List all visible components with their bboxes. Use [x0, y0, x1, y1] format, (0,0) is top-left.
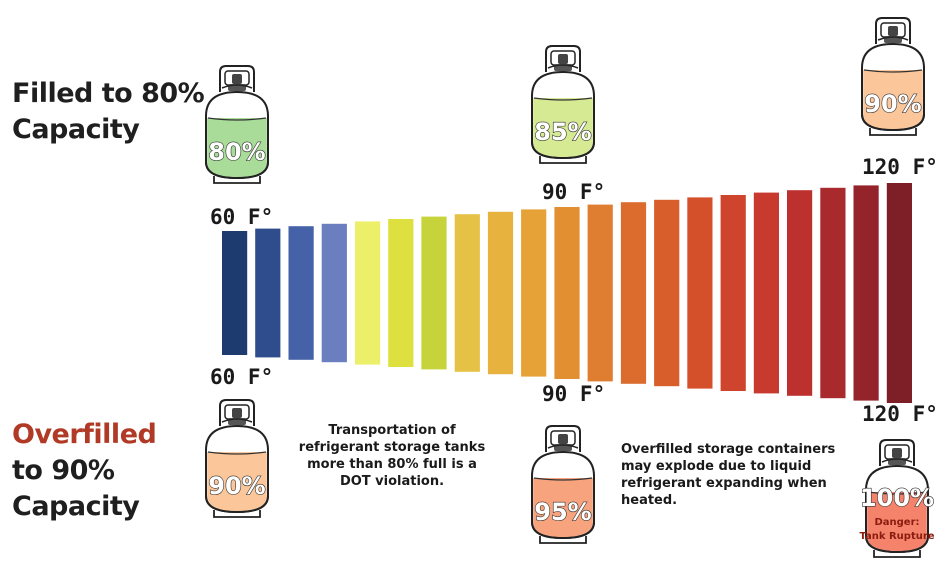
tank-95-label: 95%	[518, 498, 608, 526]
tank-95: 95%	[518, 418, 608, 546]
propane-tank-icon	[518, 38, 608, 166]
propane-tank-icon	[518, 418, 608, 546]
propane-tank-icon	[848, 10, 938, 138]
gradient-bar	[488, 212, 513, 374]
gradient-bar	[820, 188, 845, 398]
temp-label-60-bottom: 60 F°	[210, 365, 273, 389]
tank-90-top-label: 90%	[848, 90, 938, 118]
temp-label-90-bottom: 90 F°	[542, 382, 605, 406]
propane-tank-icon	[192, 58, 282, 186]
gradient-bar	[289, 226, 314, 360]
tank-90-bottom-label: 90%	[192, 472, 282, 500]
gradient-bar	[322, 224, 347, 362]
gradient-bar	[388, 219, 413, 367]
gradient-bar	[887, 183, 912, 403]
tank-100: 100% Danger: Tank Rupture	[852, 432, 942, 560]
tank-85: 85%	[518, 38, 608, 166]
temp-label-120-bottom: 120 F°	[862, 402, 938, 426]
note-dot-violation: Transportation of refrigerant storage ta…	[298, 422, 486, 490]
gradient-bar	[554, 207, 579, 379]
gradient-bar	[687, 197, 712, 388]
gradient-bar	[255, 229, 280, 358]
propane-tank-icon	[192, 392, 282, 520]
gradient-bar	[588, 205, 613, 382]
gradient-bar	[455, 214, 480, 372]
gradient-bar	[621, 202, 646, 384]
gradient-bar	[754, 193, 779, 394]
tank-90-bottom: 90%	[192, 392, 282, 520]
note-explode-warning: Overfilled storage containers may explod…	[621, 441, 836, 509]
temp-label-90-top: 90 F°	[542, 180, 605, 204]
gradient-bar	[654, 200, 679, 386]
danger-label: Danger:	[852, 516, 942, 529]
gradient-bar	[222, 231, 247, 355]
gradient-bar	[721, 195, 746, 391]
temp-label-120-top: 120 F°	[862, 155, 938, 179]
tank-90-top: 90%	[848, 10, 938, 138]
tank-rupture-label: Tank Rupture	[852, 530, 942, 543]
gradient-bar	[355, 221, 380, 364]
tank-80: 80%	[192, 58, 282, 186]
gradient-bar	[787, 190, 812, 396]
tank-100-label: 100%	[852, 484, 942, 512]
tank-85-label: 85%	[518, 118, 608, 146]
gradient-bar	[854, 185, 879, 400]
tank-80-label: 80%	[192, 138, 282, 166]
gradient-bar	[521, 209, 546, 376]
temp-label-60-top: 60 F°	[210, 205, 273, 229]
gradient-bar	[421, 217, 446, 370]
